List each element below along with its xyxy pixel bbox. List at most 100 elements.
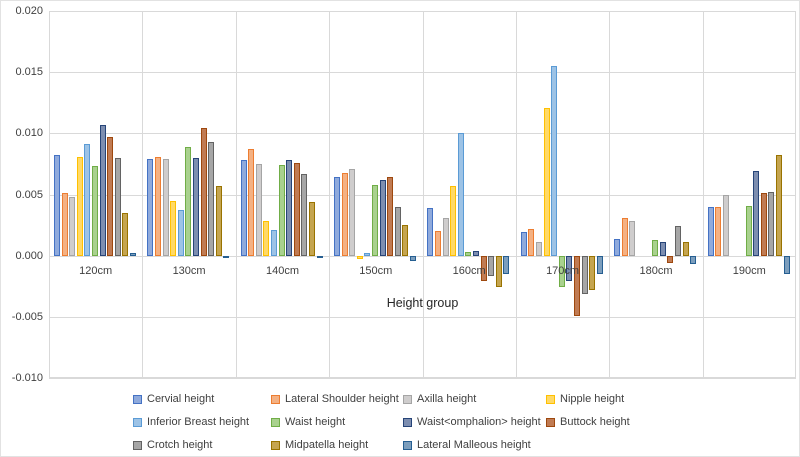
bar <box>154 156 161 256</box>
bar <box>356 255 363 260</box>
legend-label: Axilla height <box>417 393 477 405</box>
bar <box>263 221 270 256</box>
bar <box>286 160 293 256</box>
x-category-label: 130cm <box>172 264 206 277</box>
bar <box>387 177 394 256</box>
bar <box>341 172 348 256</box>
category-separator <box>329 11 331 378</box>
legend-item: Axilla height <box>403 392 476 406</box>
legend-swatch-icon <box>403 394 412 404</box>
bar <box>301 173 308 256</box>
bar <box>316 255 323 259</box>
bar <box>334 177 340 256</box>
legend-item: Lateral Malleous height <box>403 438 531 452</box>
legend-swatch-icon <box>133 417 142 427</box>
legend-item: Nipple height <box>546 392 624 406</box>
bar <box>372 184 378 256</box>
x-category-label: 120cm <box>79 264 113 277</box>
bar <box>753 171 760 256</box>
legend-label: Lateral Malleous height <box>417 439 531 451</box>
bar <box>488 255 495 277</box>
bar <box>674 226 681 256</box>
bar <box>659 242 666 256</box>
bar <box>629 221 636 256</box>
bar <box>536 242 542 256</box>
bar <box>503 255 510 275</box>
legend-swatch-icon <box>546 417 555 427</box>
x-category-label: 140cm <box>265 264 299 277</box>
bar <box>402 225 409 256</box>
y-tick-label: 0.015 <box>15 66 43 79</box>
bar <box>170 200 177 256</box>
bar <box>53 155 60 256</box>
legend-label: Waist<omphalion> height <box>417 416 541 428</box>
bar <box>652 239 659 256</box>
bar <box>480 255 487 282</box>
category-separator <box>609 11 611 378</box>
bar <box>394 206 401 256</box>
bar <box>745 205 752 256</box>
bar <box>682 242 689 256</box>
bar <box>621 217 628 256</box>
bar <box>129 253 136 256</box>
legend-item: Buttock height <box>546 415 630 429</box>
legend-item: Midpatella height <box>271 438 368 452</box>
y-tick-label: 0.000 <box>15 249 43 262</box>
bar <box>457 133 464 256</box>
legend-swatch-icon <box>271 394 280 404</box>
bar <box>596 255 603 275</box>
category-separator <box>422 11 424 378</box>
legend-item: Crotch height <box>133 438 212 452</box>
bar <box>442 217 449 256</box>
y-tick-label: 0.010 <box>15 127 43 140</box>
bar <box>248 149 255 256</box>
y-tick-label: 0.020 <box>15 5 43 17</box>
bar <box>667 255 674 263</box>
bar <box>715 206 722 256</box>
legend-label: Buttock height <box>560 416 630 428</box>
bar <box>566 255 573 282</box>
x-category-label: 190cm <box>732 264 766 277</box>
bar <box>91 166 98 256</box>
bar <box>107 137 114 256</box>
bar <box>215 185 222 256</box>
bar <box>581 255 588 294</box>
bar <box>177 210 184 256</box>
legend-swatch-icon <box>546 394 555 404</box>
legend-label: Nipple height <box>560 393 625 405</box>
category-separator <box>702 11 704 378</box>
x-category-label: 160cm <box>452 264 486 277</box>
legend-swatch-icon <box>403 440 412 450</box>
bar <box>192 157 199 256</box>
bar <box>240 160 247 256</box>
bar <box>122 212 129 256</box>
y-tick-label: -0.010 <box>11 372 43 384</box>
x-category-label: 170cm <box>546 264 580 277</box>
bar <box>722 194 729 256</box>
bar <box>551 66 558 256</box>
bar <box>528 228 535 256</box>
legend-swatch-icon <box>133 394 142 404</box>
bar <box>427 208 434 256</box>
bar <box>223 255 230 259</box>
bar <box>435 231 441 256</box>
category-separator <box>235 11 237 378</box>
legend-label: Midpatella height <box>285 439 369 451</box>
x-axis-title: Height group <box>386 296 459 310</box>
bar <box>84 144 91 256</box>
bar <box>364 253 371 256</box>
bar <box>520 232 527 256</box>
category-separator <box>515 11 517 378</box>
bar <box>271 230 277 256</box>
legend-swatch-icon <box>271 440 280 450</box>
legend-item: Inferior Breast height <box>133 415 249 429</box>
bar <box>768 192 775 256</box>
legend-label: Lateral Shoulder height <box>285 393 399 405</box>
bar <box>309 201 315 256</box>
bar <box>255 163 262 256</box>
bar <box>760 193 767 256</box>
bar <box>543 107 550 256</box>
bar <box>69 196 76 256</box>
bar <box>147 159 154 256</box>
